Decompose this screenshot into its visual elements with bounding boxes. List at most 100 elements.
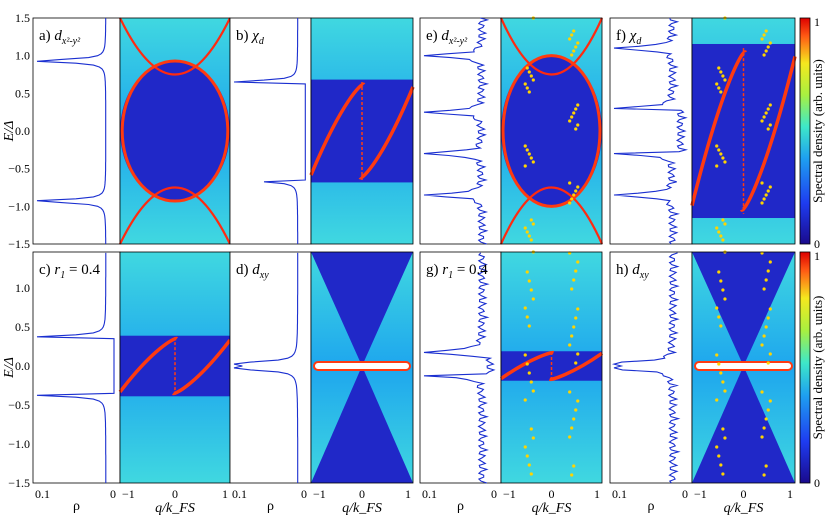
q-tick-label: 0 bbox=[741, 487, 747, 501]
noise-dot bbox=[721, 380, 725, 384]
noise-dot bbox=[762, 53, 766, 57]
noise-dot bbox=[527, 371, 531, 375]
dos-box bbox=[419, 17, 502, 245]
noise-dot bbox=[570, 426, 574, 430]
y-axis-label: E/Δ bbox=[2, 121, 17, 143]
noise-dot bbox=[568, 119, 572, 123]
noise-dot bbox=[721, 156, 725, 160]
noise-dot bbox=[715, 445, 719, 449]
noise-dot bbox=[762, 334, 766, 338]
noise-dot bbox=[762, 197, 766, 201]
dos-curve bbox=[36, 252, 115, 483]
noise-dot bbox=[527, 90, 531, 94]
panel-label: h) dxy bbox=[616, 262, 649, 281]
noise-dot bbox=[523, 398, 527, 402]
noise-dot bbox=[719, 279, 723, 283]
noise-dot bbox=[766, 361, 770, 365]
dos-tick-label: 0 bbox=[491, 487, 497, 501]
noise-dot bbox=[525, 362, 529, 366]
noise-dot bbox=[719, 463, 723, 467]
noise-dot bbox=[576, 307, 580, 311]
dos-tick-label: 0.1 bbox=[422, 487, 437, 501]
noise-dot bbox=[529, 288, 533, 292]
noise-dot bbox=[719, 152, 723, 156]
noise-dot bbox=[760, 37, 764, 41]
noise-dot bbox=[523, 164, 527, 168]
map-frame bbox=[691, 17, 796, 245]
noise-dot bbox=[766, 107, 770, 111]
panel-label: a) dx²-y² bbox=[39, 28, 81, 47]
noise-dot bbox=[529, 472, 533, 476]
noise-dot bbox=[527, 70, 531, 74]
panel-d: d) dxy bbox=[229, 251, 414, 484]
noise-dot bbox=[576, 41, 580, 45]
noise-dot bbox=[760, 343, 764, 347]
panel-h: h) dxy bbox=[609, 250, 796, 484]
y-tick-label: −1.0 bbox=[8, 199, 30, 213]
noise-dot bbox=[525, 315, 529, 319]
noise-dot bbox=[762, 473, 766, 477]
noise-dot bbox=[572, 417, 576, 421]
noise-dot bbox=[570, 115, 574, 119]
q-axis-label: q/k_FS bbox=[342, 501, 382, 516]
noise-dot bbox=[721, 472, 725, 476]
noise-dot bbox=[574, 45, 578, 49]
noise-dot bbox=[576, 123, 580, 127]
noise-dot bbox=[717, 148, 721, 152]
map-frame bbox=[310, 251, 414, 484]
dos-box bbox=[229, 251, 312, 484]
noise-dot bbox=[574, 127, 578, 131]
noise-dot bbox=[717, 362, 721, 366]
dos-axis-label: ρ bbox=[648, 499, 655, 514]
noise-dot bbox=[760, 181, 764, 185]
noise-dot bbox=[574, 361, 578, 365]
flat-band bbox=[694, 361, 793, 371]
q-tick-label: 1 bbox=[405, 487, 411, 501]
colorbar-tick-min: 0 bbox=[814, 476, 820, 490]
noise-dot bbox=[715, 398, 719, 402]
colorbar-tick-max: 1 bbox=[814, 249, 820, 263]
dispersion-line bbox=[119, 17, 231, 76]
noise-dot bbox=[523, 226, 527, 230]
panel-e: e) dx²-y² bbox=[419, 16, 604, 245]
gap-region bbox=[501, 55, 602, 207]
noise-dot bbox=[529, 74, 533, 78]
noise-dot bbox=[721, 238, 725, 242]
y-tick-label: 0.5 bbox=[15, 320, 30, 334]
noise-dot bbox=[570, 334, 574, 338]
noise-dot bbox=[531, 160, 535, 164]
noise-dot bbox=[525, 270, 529, 274]
noise-dot bbox=[574, 408, 578, 412]
noise-dot bbox=[760, 201, 764, 205]
y-tick-label: 1.0 bbox=[15, 49, 30, 63]
noise-dot bbox=[525, 148, 529, 152]
dos-box bbox=[609, 17, 693, 245]
noise-dot bbox=[715, 82, 719, 86]
q-tick-label: −1 bbox=[122, 487, 135, 501]
noise-dot bbox=[531, 436, 535, 440]
y-tick-label: −1.5 bbox=[8, 476, 30, 490]
noise-dot bbox=[570, 33, 574, 37]
noise-dot bbox=[570, 287, 574, 291]
noise-dot bbox=[723, 436, 727, 440]
dos-curve bbox=[613, 17, 689, 245]
chiral-branch bbox=[118, 336, 179, 394]
noise-dot bbox=[719, 70, 723, 74]
panel-label: c) r1 = 0.4 bbox=[39, 262, 100, 281]
panel-g: g) r1 = 0.4 bbox=[419, 250, 603, 484]
noise-dot bbox=[576, 352, 580, 356]
gap-region bbox=[501, 351, 602, 381]
noise-dot bbox=[574, 269, 578, 273]
map-frame bbox=[500, 17, 603, 245]
noise-dot bbox=[523, 445, 527, 449]
noise-dot bbox=[527, 279, 531, 283]
map-frame bbox=[691, 251, 796, 484]
noise-dot bbox=[576, 103, 580, 107]
noise-dot bbox=[723, 78, 727, 82]
dos-curve bbox=[423, 17, 490, 245]
noise-dot bbox=[574, 189, 578, 193]
noise-dot bbox=[568, 390, 572, 394]
noise-dot bbox=[766, 408, 770, 412]
dos-axis-label: ρ bbox=[457, 499, 464, 514]
